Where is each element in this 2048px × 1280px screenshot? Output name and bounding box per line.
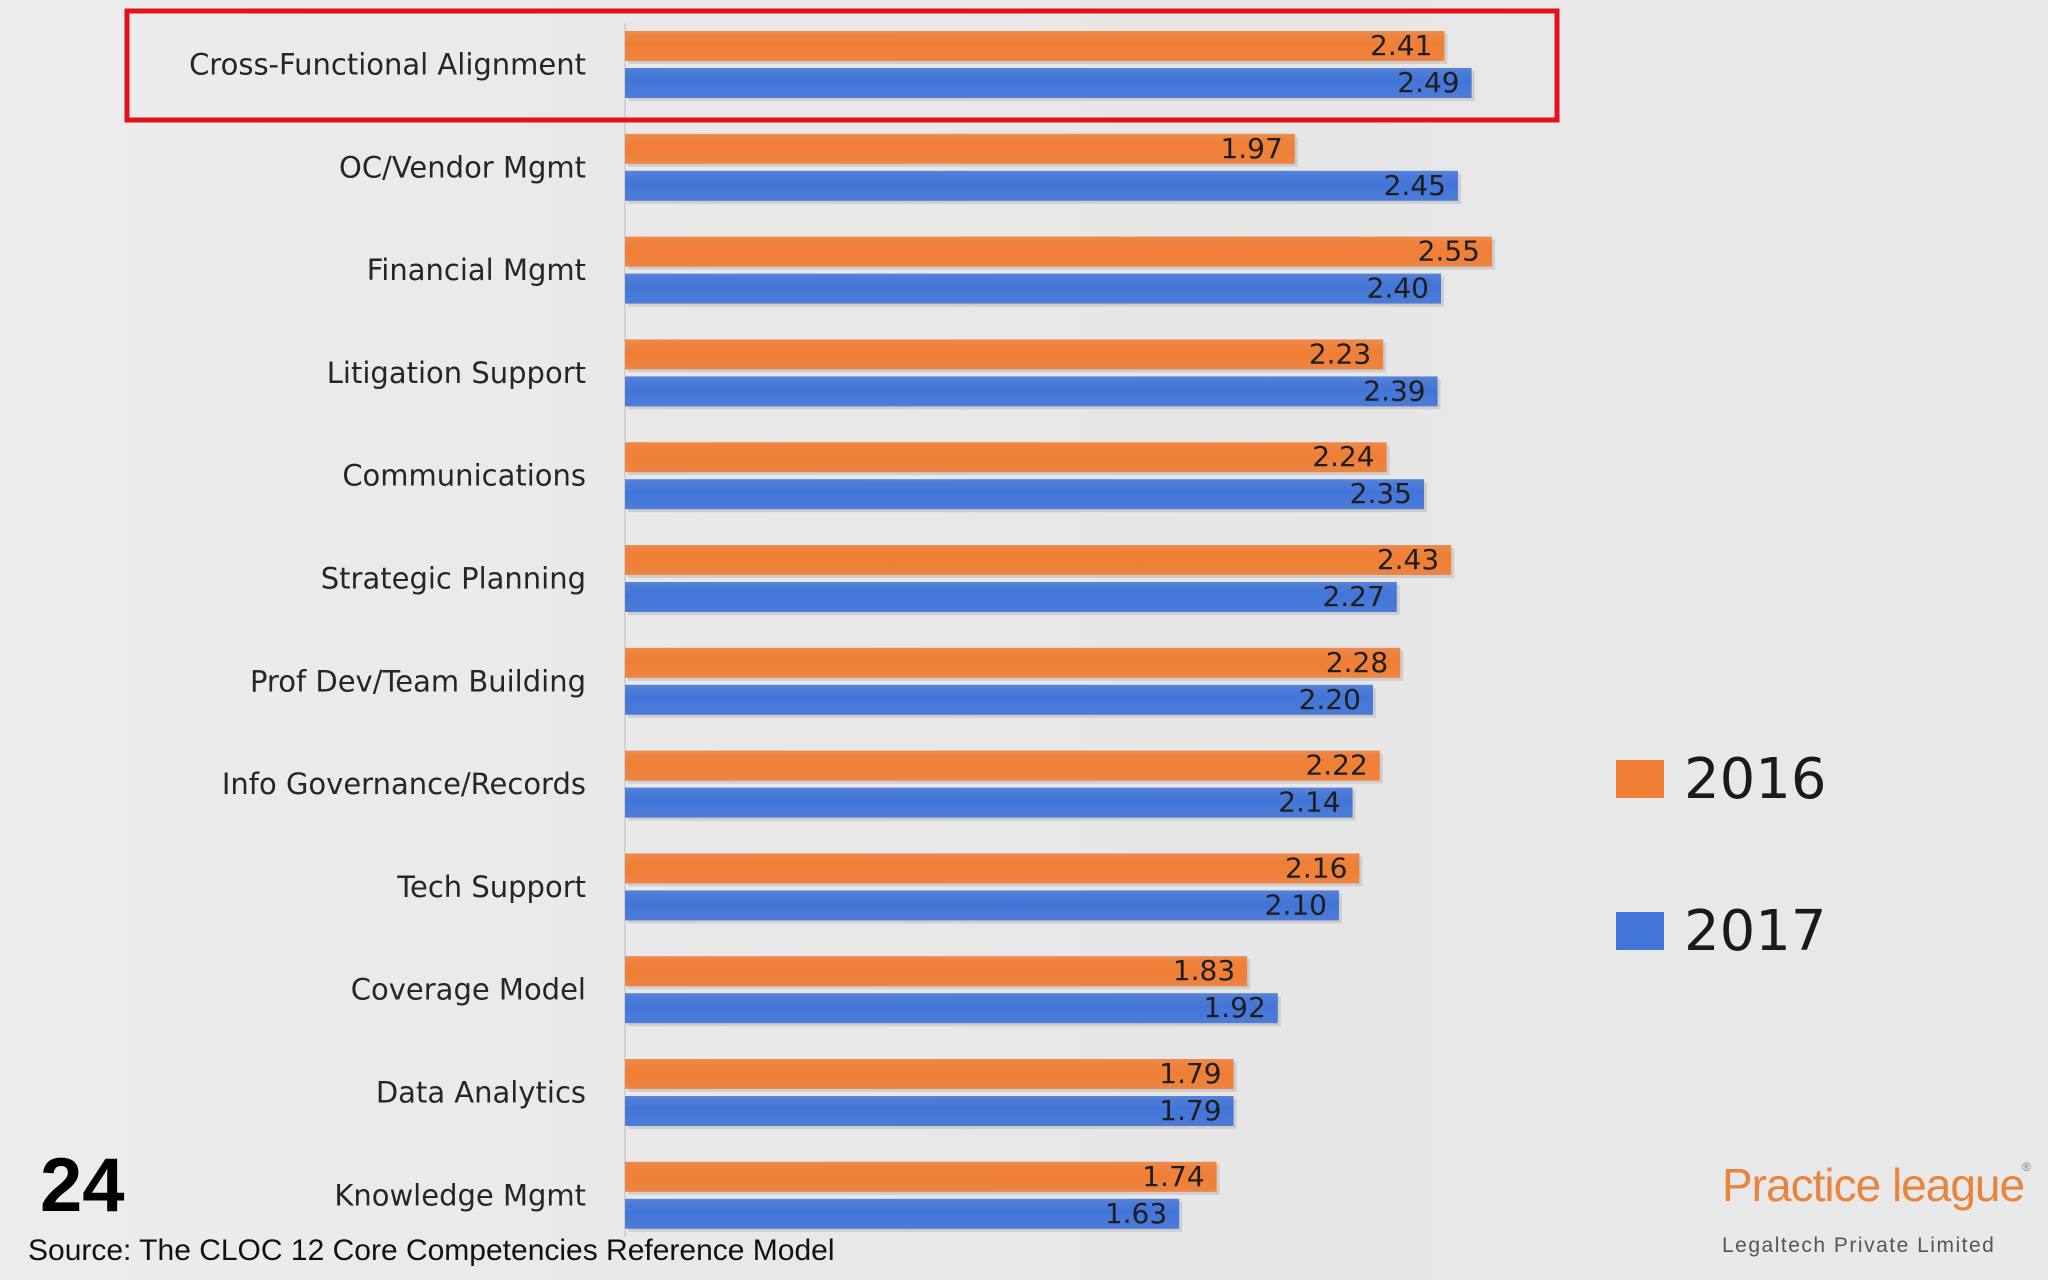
legend-label-2016: 2016 bbox=[1684, 747, 1827, 812]
data-label: 1.83 bbox=[1173, 954, 1235, 987]
bar-2017 bbox=[625, 479, 1424, 510]
bar-2017 bbox=[625, 684, 1373, 715]
bar-2017 bbox=[625, 170, 1458, 201]
bar-2017 bbox=[625, 273, 1441, 304]
logo-subtitle: Legaltech Private Limited bbox=[1722, 1234, 1996, 1257]
bar-2017 bbox=[625, 787, 1353, 818]
bar-2016 bbox=[625, 133, 1295, 164]
data-label: 2.23 bbox=[1309, 337, 1371, 370]
legend-swatch-2016 bbox=[1616, 760, 1664, 798]
category-label: Financial Mgmt bbox=[367, 253, 586, 287]
data-label: 2.14 bbox=[1278, 786, 1340, 819]
bar-2016 bbox=[625, 956, 1248, 987]
data-label: 1.79 bbox=[1159, 1057, 1221, 1090]
legend-label-2017: 2017 bbox=[1684, 899, 1827, 964]
bar-2017 bbox=[625, 890, 1339, 921]
data-label: 1.97 bbox=[1220, 132, 1282, 165]
bar-2016 bbox=[625, 236, 1492, 267]
category-label: Coverage Model bbox=[351, 973, 586, 1007]
data-label: 2.49 bbox=[1397, 66, 1459, 99]
category-label: Cross-Functional Alignment bbox=[189, 48, 586, 82]
data-label: 1.74 bbox=[1142, 1160, 1204, 1193]
category-label: OC/Vendor Mgmt bbox=[339, 150, 586, 184]
legend-swatch-2017 bbox=[1616, 912, 1664, 950]
data-label: 2.16 bbox=[1285, 851, 1347, 884]
data-label: 2.55 bbox=[1418, 235, 1480, 268]
data-label: 2.35 bbox=[1350, 477, 1412, 510]
data-label: 2.20 bbox=[1299, 683, 1361, 716]
bar-2016 bbox=[625, 647, 1401, 678]
category-label: Data Analytics bbox=[376, 1076, 586, 1110]
bar-2017 bbox=[625, 582, 1397, 612]
category-label: Strategic Planning bbox=[321, 562, 586, 596]
company-logo: Practice league ® Legaltech Private Limi… bbox=[1720, 1158, 2040, 1270]
data-label: 2.45 bbox=[1384, 169, 1446, 202]
bar-2016 bbox=[625, 853, 1360, 884]
logo-registered-mark: ® bbox=[2022, 1160, 2031, 1174]
highlight-box bbox=[124, 8, 1560, 123]
category-label: Prof Dev/Team Building bbox=[250, 664, 586, 698]
category-label: Litigation Support bbox=[327, 356, 586, 390]
bar-2016 bbox=[625, 750, 1380, 781]
category-label: Info Governance/Records bbox=[222, 767, 586, 801]
category-label: Knowledge Mgmt bbox=[334, 1178, 586, 1212]
bar-2017 bbox=[625, 68, 1472, 98]
bar-2016 bbox=[625, 545, 1452, 575]
bar-2017 bbox=[625, 376, 1438, 407]
bar-2016 bbox=[625, 1059, 1234, 1089]
data-label: 2.28 bbox=[1326, 646, 1388, 679]
data-label: 2.24 bbox=[1312, 440, 1374, 473]
data-label: 2.43 bbox=[1377, 543, 1439, 576]
bar-2017 bbox=[625, 1096, 1234, 1126]
bar-2016 bbox=[625, 339, 1384, 370]
bar-2017 bbox=[625, 993, 1278, 1024]
data-label: 2.27 bbox=[1322, 580, 1384, 613]
logo-name: Practice league bbox=[1722, 1159, 2025, 1211]
category-label: Tech Support bbox=[396, 870, 586, 904]
data-label: 2.41 bbox=[1370, 29, 1432, 62]
data-label: 1.79 bbox=[1159, 1094, 1221, 1127]
data-label: 1.63 bbox=[1105, 1197, 1167, 1230]
slide-number: 24 bbox=[40, 1143, 125, 1228]
bar-2016 bbox=[625, 442, 1387, 473]
category-label: Communications bbox=[342, 459, 586, 493]
data-label: 2.40 bbox=[1367, 272, 1429, 305]
data-label: 2.39 bbox=[1363, 374, 1425, 407]
bar-2016 bbox=[625, 1161, 1217, 1192]
source-note: Source: The CLOC 12 Core Competencies Re… bbox=[28, 1234, 835, 1267]
data-label: 2.10 bbox=[1265, 888, 1327, 921]
data-label: 1.92 bbox=[1203, 991, 1265, 1024]
bar-2017 bbox=[625, 1198, 1180, 1229]
bar-2016 bbox=[625, 31, 1445, 61]
data-label: 2.22 bbox=[1305, 749, 1367, 782]
